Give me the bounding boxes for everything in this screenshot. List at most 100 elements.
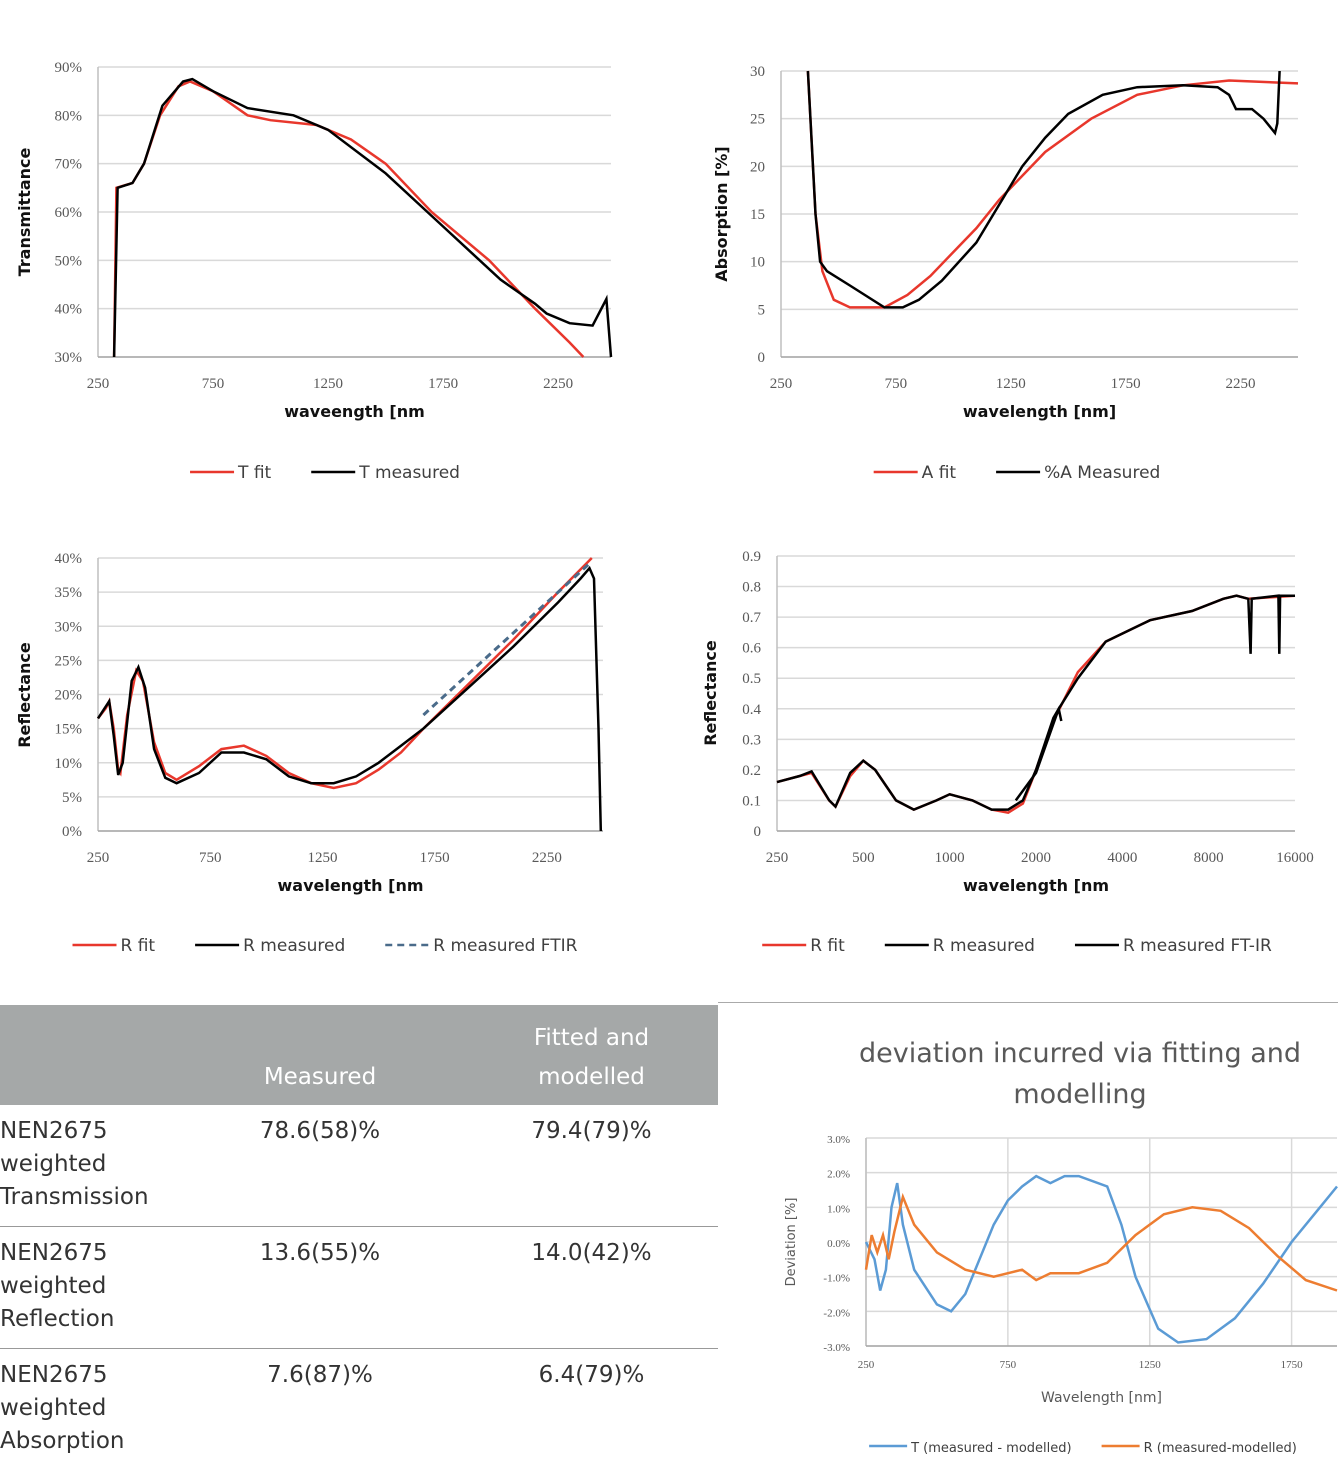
y-tick-label: 1.0% (827, 1203, 850, 1215)
x-tick-label: 250 (87, 850, 110, 866)
y-tick-label: 0.2 (742, 763, 761, 779)
legend-label: R fit (810, 936, 845, 956)
y-tick-label: 60% (55, 205, 83, 221)
data-line (422, 560, 593, 717)
x-tick-label: 1750 (420, 850, 450, 866)
y-tick-label: 0.1 (742, 793, 761, 809)
y-tick-label: 35% (55, 585, 83, 601)
results-table: Measured Fitted and modelled NEN2675 wei… (0, 1005, 718, 1470)
x-tick-label: 1750 (1111, 376, 1141, 392)
y-tick-label: 0 (758, 350, 766, 366)
data-line (96, 565, 603, 832)
y-tick-label: 40% (55, 302, 83, 318)
data-line (112, 77, 613, 358)
y-tick-label: 0.4 (742, 702, 761, 718)
y-tick-label: 20% (55, 688, 83, 704)
cell: 79.4(79)% (465, 1105, 718, 1227)
y-tick-label: 0 (754, 824, 762, 840)
x-tick-label: 2000 (1021, 850, 1051, 866)
y-tick-label: 10 (750, 255, 765, 271)
x-tick-label: 250 (858, 1359, 875, 1371)
y-tick-label: 80% (55, 108, 83, 124)
x-tick-label: 750 (199, 850, 222, 866)
y-tick-label: 0.8 (742, 580, 761, 596)
legend-label: T fit (237, 463, 271, 483)
y-tick-label: 30% (55, 619, 83, 635)
y-tick-label: 5% (62, 790, 82, 806)
x-tick-label: 1000 (935, 850, 965, 866)
x-tick-label: 1250 (1139, 1359, 1162, 1371)
y-tick-label: 0.9 (742, 549, 761, 565)
legend-label: R measured FT-IR (1123, 936, 1272, 956)
y-axis-title: Reflectance (15, 642, 34, 748)
cell: NEN2675 weighted Absorption (0, 1362, 125, 1454)
legend-label: R measured (933, 936, 1035, 956)
x-tick-label: 1250 (307, 850, 337, 866)
y-tick-label: 3.0% (827, 1134, 850, 1146)
cell: NEN2675 weighted Reflection (0, 1226, 175, 1349)
x-tick-label: 750 (1000, 1359, 1017, 1371)
legend-label: R fit (121, 936, 156, 956)
y-tick-label: 0.7 (742, 610, 761, 626)
cell: 14.0(42)% (465, 1226, 718, 1349)
data-line (806, 70, 1281, 309)
header-row: Measured Fitted and modelled (0, 1005, 718, 1105)
x-tick-label: 250 (87, 376, 110, 392)
x-tick-label: 750 (202, 376, 225, 392)
y-tick-label: 30% (55, 350, 83, 366)
x-tick-label: 4000 (1107, 850, 1137, 866)
y-tick-label: 15% (55, 722, 83, 738)
x-tick-label: 16000 (1276, 850, 1314, 866)
legend-label: A fit (922, 463, 957, 483)
x-tick-label: 1250 (313, 376, 343, 392)
x-tick-label: 1250 (996, 376, 1026, 392)
y-tick-label: 40% (55, 551, 83, 567)
y-tick-label: 5 (758, 302, 766, 318)
legend-label: R measured (243, 936, 345, 956)
y-tick-label: 25 (750, 112, 765, 128)
y-axis-title: Transmittance (15, 147, 34, 276)
y-axis-title: Reflectance (701, 640, 720, 746)
header-cell: Measured (175, 1005, 465, 1105)
y-tick-label: 2.0% (827, 1169, 850, 1181)
x-axis-title: Wavelength [nm] (1041, 1390, 1162, 1406)
legend-label: T measured (358, 463, 460, 483)
divider (718, 1002, 1338, 1003)
y-tick-label: 0% (62, 824, 82, 840)
y-tick-label: 20 (750, 159, 765, 175)
y-axis-title: Deviation [%] (784, 1198, 799, 1287)
row: NEN2675 weighted Reflection 13.6(55)% 14.0… (0, 1226, 718, 1349)
x-tick-label: 500 (852, 850, 875, 866)
data-line (806, 70, 1299, 309)
x-axis-title: wavelength [nm] (963, 402, 1116, 421)
data-line (864, 1192, 1338, 1292)
data-line (776, 594, 1296, 815)
row: NEN2675 weighted Absorption 7.6(87)% 6.4(7… (0, 1349, 718, 1471)
legend-label: R (measured-modelled) (1144, 1441, 1297, 1456)
y-tick-label: 30 (750, 64, 765, 80)
chart-title: deviation incurred via fitting and model… (858, 1038, 1302, 1110)
y-tick-label: 90% (55, 60, 83, 76)
x-tick-label: 1750 (428, 376, 458, 392)
data-line (112, 80, 585, 358)
x-tick-label: 2250 (543, 376, 573, 392)
cell: NEN2675 weighted Transmission (0, 1105, 175, 1227)
x-tick-label: 1750 (1281, 1359, 1304, 1371)
cell: 6.4(79)% (538, 1362, 645, 1388)
x-axis-title: wavelength [nm (277, 876, 423, 895)
y-tick-label: 15 (750, 207, 765, 223)
x-tick-label: 2250 (1226, 376, 1256, 392)
y-tick-label: 0.3 (742, 732, 761, 748)
y-tick-label: 0.6 (742, 641, 761, 657)
y-tick-label: 70% (55, 157, 83, 173)
y-tick-label: -1.0% (823, 1273, 850, 1285)
y-tick-label: 25% (55, 653, 83, 669)
cell: 7.6(87)% (267, 1362, 373, 1388)
legend-label: R measured FTIR (433, 936, 577, 956)
x-tick-label: 2250 (532, 850, 562, 866)
header-cell: Fitted and modelled (465, 1005, 718, 1105)
y-tick-label: -2.0% (823, 1307, 850, 1319)
y-tick-label: 0.5 (742, 671, 761, 687)
x-tick-label: 8000 (1194, 850, 1224, 866)
